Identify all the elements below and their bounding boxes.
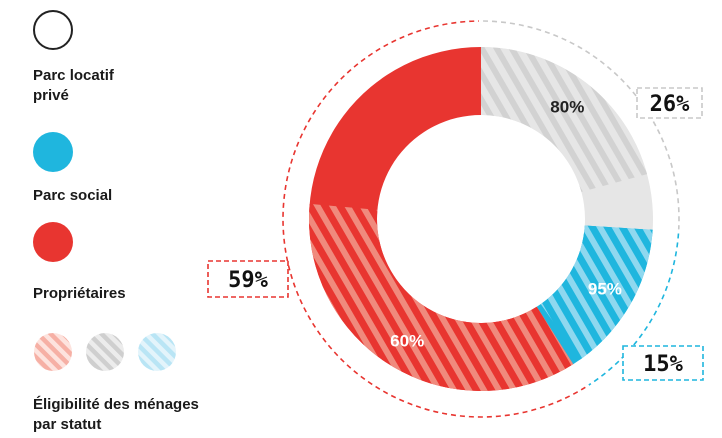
eligibility-icon-blue bbox=[138, 333, 176, 371]
share-label-parc-locatif-prive: 26% bbox=[650, 92, 690, 117]
share-label-proprietaires: 59% bbox=[228, 268, 268, 293]
outer-dashed-ring bbox=[282, 20, 680, 418]
legend-swatch-proprietaires bbox=[33, 222, 73, 262]
share-box-parc-locatif-prive bbox=[636, 87, 703, 119]
share-box-parc-social bbox=[622, 345, 704, 381]
outer-arc-parc-locatif-prive bbox=[483, 20, 680, 230]
legend-label-line: par statut bbox=[33, 416, 102, 433]
share-label-parc-social: 15% bbox=[643, 352, 683, 377]
legend: Parc locatif privé Parc social Propriéta… bbox=[0, 0, 240, 438]
eligibility-hatch-proprietaires bbox=[308, 203, 574, 392]
legend-swatch-parc-locatif-prive bbox=[33, 10, 73, 50]
eligibility-icon-red bbox=[34, 333, 72, 371]
eligibility-icon-grey bbox=[86, 333, 124, 371]
legend-label-line: privé bbox=[33, 87, 69, 104]
eligibility-hatch-parc-social bbox=[540, 225, 653, 360]
legend-label-line: Parc locatif bbox=[33, 67, 114, 84]
outer-arc-proprietaires bbox=[282, 20, 586, 418]
legend-label-parc-social: Parc social bbox=[33, 187, 113, 204]
eligibility-label-parc-social: 95% bbox=[588, 279, 622, 298]
eligibility-hatch-icons bbox=[34, 333, 176, 371]
eligibility-labels: 80% 95% 60% bbox=[390, 97, 622, 350]
eligibility-hatch-parc-locatif-prive bbox=[481, 47, 648, 192]
share-box-proprietaires bbox=[207, 260, 289, 298]
legend-label-line: Éligibilité des ménages bbox=[33, 396, 199, 413]
legend-swatch-parc-social bbox=[33, 132, 73, 172]
legend-label-parc-locatif-prive: Parc locatif privé bbox=[33, 66, 114, 106]
eligibility-label-proprietaires: 60% bbox=[390, 331, 424, 350]
legend-label-proprietaires: Propriétaires bbox=[33, 285, 126, 302]
legend-label-eligibilite: Éligibilité des ménages par statut bbox=[33, 395, 199, 435]
outer-arc-parc-social bbox=[588, 233, 680, 386]
share-callouts: 26% 15% 59% bbox=[207, 87, 704, 381]
eligibility-label-parc-locatif-prive: 80% bbox=[550, 97, 584, 116]
donut-slices bbox=[308, 47, 653, 392]
